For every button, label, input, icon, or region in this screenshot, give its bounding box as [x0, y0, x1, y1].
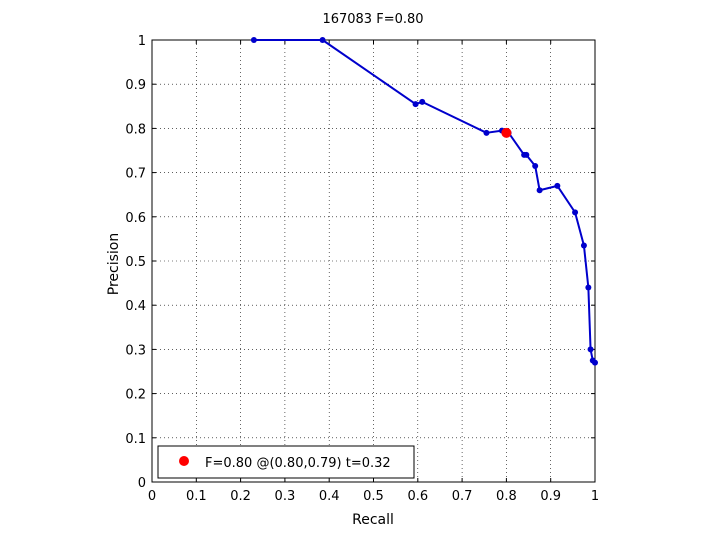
x-tick-label: 0.1: [186, 489, 207, 504]
y-tick-label: 0.5: [125, 255, 146, 270]
x-tick-label: 0.4: [319, 489, 340, 504]
data-point: [580, 242, 587, 249]
legend-label: F=0.80 @(0.80,0.79) t=0.32: [205, 456, 391, 471]
data-point: [554, 182, 561, 189]
y-tick-label: 0.1: [125, 432, 146, 447]
data-point: [523, 151, 530, 158]
y-tick-label: 0: [138, 476, 146, 491]
series-layer: [250, 37, 598, 366]
chart-title: 167083 F=0.80: [322, 12, 423, 27]
y-tick-label: 0.8: [125, 122, 146, 137]
y-tick-label: 0.3: [125, 343, 146, 358]
data-point: [483, 129, 490, 136]
x-axis-label: Recall: [352, 512, 394, 528]
data-point: [319, 37, 326, 43]
y-tick-label: 0.9: [125, 78, 146, 93]
legend-box: [157, 445, 415, 479]
data-point: [250, 37, 257, 43]
data-point: [585, 284, 592, 291]
max-f-point: [501, 127, 512, 138]
y-tick-labels: 0 0.1 0.2 0.3 0.4 0.5 0.6 0.7 0.8 0.9 1: [125, 34, 146, 491]
data-point: [419, 98, 426, 105]
data-point: [587, 346, 594, 353]
grid-lines: [152, 40, 595, 482]
x-tick-labels: 0 0.1 0.2 0.3 0.4 0.5 0.6 0.7 0.8 0.9 1: [148, 489, 599, 504]
x-tick-label: 0.5: [363, 489, 384, 504]
data-point: [412, 101, 419, 108]
y-tick-label: 0.2: [125, 388, 146, 403]
x-tick-label: 0: [148, 489, 156, 504]
data-point: [532, 162, 539, 169]
x-tick-label: 0.2: [230, 489, 251, 504]
x-tick-label: 0.7: [452, 489, 473, 504]
data-point: [536, 187, 543, 194]
y-tick-label: 0.4: [125, 299, 146, 314]
x-tick-label: 0.3: [275, 489, 296, 504]
legend-marker: [179, 456, 189, 466]
y-tick-label: 0.6: [125, 211, 146, 226]
x-tick-label: 0.9: [540, 489, 561, 504]
x-tick-label: 0.8: [496, 489, 517, 504]
y-axis-label: Precision: [106, 233, 122, 295]
x-tick-label: 0.6: [407, 489, 428, 504]
x-tick-label: 1: [591, 489, 599, 504]
plot-frame: [151, 39, 596, 483]
y-tick-label: 1: [138, 34, 146, 49]
legend: F=0.80 @(0.80,0.79) t=0.32: [157, 445, 415, 479]
y-tick-label: 0.7: [125, 167, 146, 182]
data-point: [572, 209, 579, 216]
data-point: [592, 359, 598, 366]
